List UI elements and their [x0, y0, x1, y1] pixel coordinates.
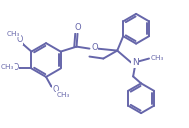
Text: O: O	[74, 23, 81, 32]
Text: O: O	[53, 85, 59, 94]
Text: CH₃: CH₃	[56, 92, 70, 98]
Text: O: O	[91, 43, 98, 52]
Text: N: N	[132, 58, 139, 67]
Text: O: O	[12, 63, 19, 72]
Text: CH₃: CH₃	[1, 65, 14, 71]
Text: CH₃: CH₃	[150, 55, 164, 61]
Text: CH₃: CH₃	[7, 31, 20, 37]
Text: O: O	[16, 35, 23, 44]
